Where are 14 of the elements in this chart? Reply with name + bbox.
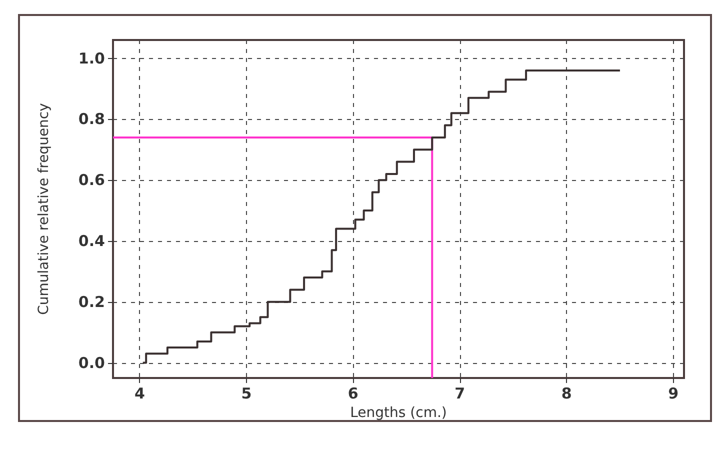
- x-tick-label: 4: [134, 384, 145, 402]
- x-tick-label: 9: [668, 384, 679, 402]
- x-tick-label: 7: [454, 384, 466, 402]
- y-tick-label: 1.0: [78, 49, 105, 68]
- x-tick-label: 6: [348, 384, 358, 402]
- x-axis-title: Lengths (cm.): [350, 405, 447, 421]
- y-axis-title: Cumulative relative frequency: [36, 103, 52, 315]
- x-tick-label: 8: [561, 384, 572, 402]
- y-tick-label: 0.0: [78, 354, 105, 372]
- x-tick-label: 5: [241, 384, 252, 402]
- y-tick-label: 0.2: [78, 292, 105, 311]
- y-tick-label: 0.8: [78, 110, 105, 128]
- y-tick-label: 0.4: [78, 232, 105, 250]
- y-tick-label: 0.6: [78, 171, 105, 190]
